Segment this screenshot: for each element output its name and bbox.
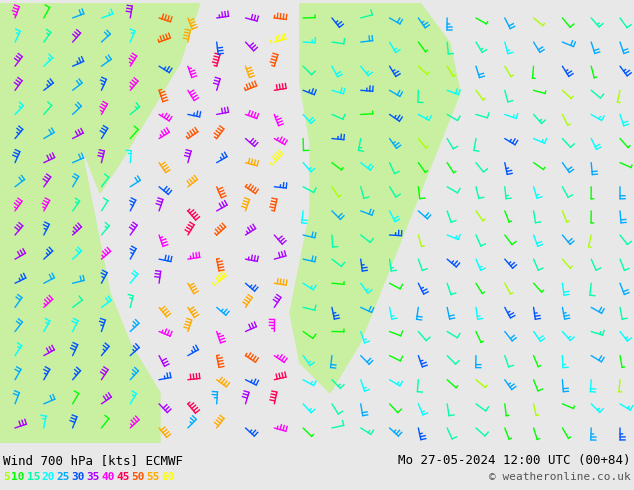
Polygon shape (0, 3, 200, 193)
Text: 5: 5 (3, 472, 10, 482)
Text: 10: 10 (11, 472, 25, 482)
Polygon shape (290, 3, 460, 393)
Text: 35: 35 (86, 472, 100, 482)
Text: 45: 45 (117, 472, 130, 482)
Text: © weatheronline.co.uk: © weatheronline.co.uk (489, 472, 631, 482)
Text: 30: 30 (72, 472, 85, 482)
Polygon shape (0, 3, 160, 443)
Text: Wind 700 hPa [kts] ECMWF: Wind 700 hPa [kts] ECMWF (3, 454, 183, 467)
Text: 20: 20 (41, 472, 55, 482)
Text: 50: 50 (131, 472, 145, 482)
Text: Mo 27-05-2024 12:00 UTC (00+84): Mo 27-05-2024 12:00 UTC (00+84) (399, 454, 631, 467)
Text: 25: 25 (56, 472, 70, 482)
Text: 60: 60 (162, 472, 175, 482)
Text: 55: 55 (146, 472, 160, 482)
Text: 15: 15 (27, 472, 40, 482)
Text: 40: 40 (101, 472, 115, 482)
